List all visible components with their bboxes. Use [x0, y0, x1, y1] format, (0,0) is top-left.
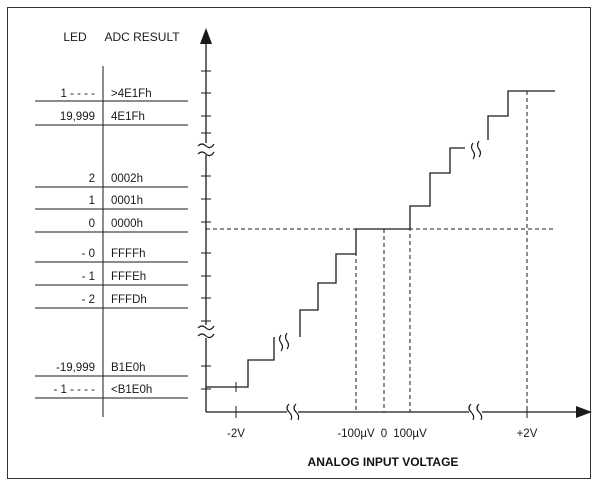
staircase-break-upper [470, 140, 482, 160]
table-row-adc: >4E1Fh [111, 88, 152, 100]
table-row-adc: 0002h [111, 173, 143, 185]
transfer-staircase-upper [487, 90, 555, 140]
table-row-adc: <B1E0h [111, 384, 152, 396]
x-axis-break [286, 403, 483, 421]
table-row-adc: FFFEh [111, 271, 146, 283]
transfer-staircase-middle [299, 147, 465, 337]
table-row-adc: 0000h [111, 218, 143, 230]
table-row-led: - 1 [82, 271, 95, 283]
table-row-led: 1 - - - - [61, 88, 96, 100]
table-row-led: 19,999 [60, 111, 95, 123]
table-row-adc: 0001h [111, 195, 143, 207]
table-row-led: 0 [89, 218, 95, 230]
x-tick-pos100uv: 100µV [393, 428, 427, 440]
table-rows: 1 - - - - >4E1Fh 19,999 4E1Fh 2 0002h 1 … [53, 88, 152, 396]
led-header: LED [63, 30, 87, 44]
table-row-led: - 0 [82, 248, 95, 260]
x-tick-neg2v: -2V [227, 428, 245, 440]
table-row-led: 2 [89, 173, 95, 185]
table-row-led: 1 [89, 195, 95, 207]
x-axis-title: ANALOG INPUT VOLTAGE [308, 455, 459, 469]
table-row-adc: FFFDh [111, 294, 147, 306]
x-axis-arrow [576, 406, 592, 418]
table-row-adc: FFFFh [111, 248, 146, 260]
y-axis-break [197, 143, 215, 339]
x-tick-zero: 0 [381, 428, 387, 440]
table-row-lines [35, 100, 188, 399]
x-tick-neg100uv: -100µV [337, 428, 375, 440]
dashed-guides [206, 91, 556, 412]
x-tick-pos2v: +2V [517, 428, 538, 440]
staircase-aux [356, 229, 384, 254]
staircase-break-lower [278, 332, 290, 352]
table-row-adc: 4E1Fh [111, 111, 145, 123]
diagram-frame [7, 7, 591, 479]
table-row-led: - 1 - - - - [53, 384, 95, 396]
transfer-staircase-lower [206, 337, 275, 388]
adc-result-header: ADC RESULT [104, 30, 180, 44]
y-axis-ticks [201, 70, 211, 390]
table-row-led: - 2 [82, 294, 95, 306]
table-row-led: -19,999 [56, 362, 95, 374]
y-axis-arrow [200, 28, 212, 44]
table-row-adc: B1E0h [111, 362, 146, 374]
